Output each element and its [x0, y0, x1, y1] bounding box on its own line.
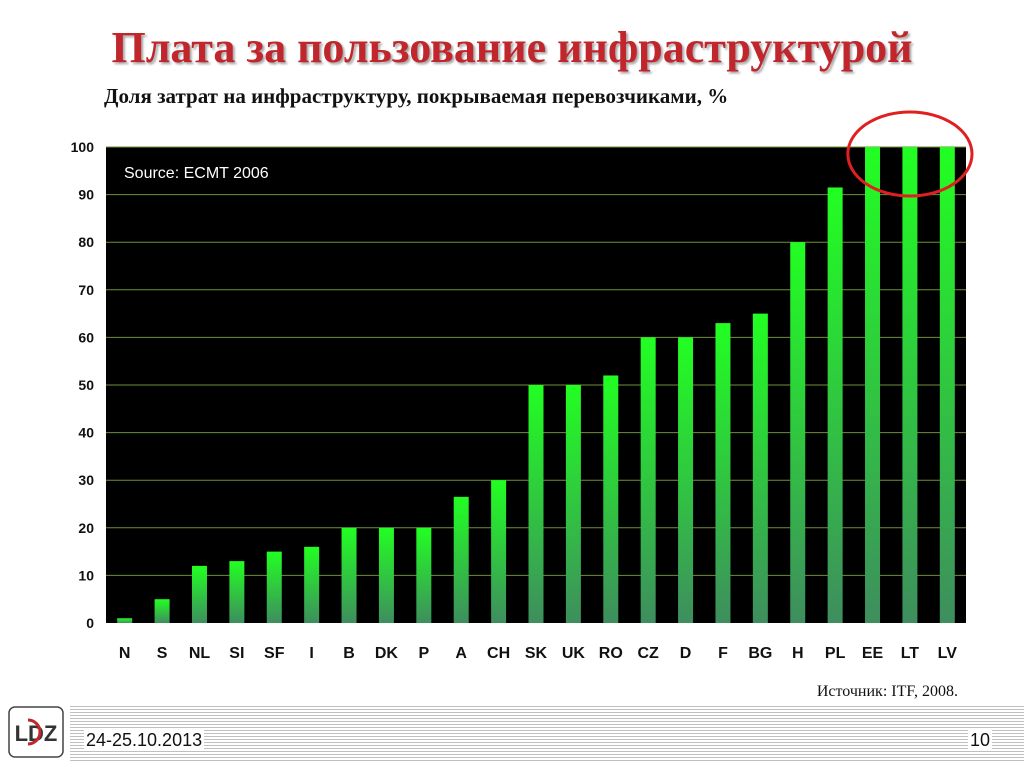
bar-ch	[491, 480, 507, 623]
bar-n	[117, 618, 133, 623]
x-tick-label: I	[309, 645, 313, 662]
x-tick-label: F	[718, 645, 728, 662]
bar-sk	[528, 385, 544, 623]
bar-uk	[565, 385, 581, 623]
y-tick-label: 100	[71, 139, 95, 155]
x-tick-label: B	[343, 645, 355, 662]
y-tick-labels: 0 10 20 30 40 50 60 70 80 90 100	[71, 139, 95, 631]
x-tick-label: D	[680, 645, 692, 662]
x-tick-label: PL	[825, 645, 846, 662]
x-tick-label: RO	[599, 645, 623, 662]
footer-decoration	[70, 706, 1024, 762]
chart-annotation: Source: ECMT 2006	[124, 165, 269, 182]
bar-chart: 0 10 20 30 40 50 60 70 80 90 100 N S NL SI SF I B DK P A CH S…	[71, 110, 974, 662]
slide-title: Плата за пользование инфраструктурой	[111, 23, 913, 72]
bar-p	[416, 527, 432, 623]
x-tick-label: LT	[901, 645, 920, 662]
x-tick-label: DK	[375, 645, 399, 662]
y-tick-label: 90	[78, 187, 94, 203]
footer-date: 24-25.10.2013	[84, 730, 205, 751]
bar-ee	[865, 147, 881, 623]
bar-si	[229, 561, 245, 623]
x-tick-label: EE	[862, 645, 884, 662]
x-tick-label: CH	[487, 645, 510, 662]
x-tick-label: H	[792, 645, 804, 662]
y-tick-label: 0	[86, 615, 94, 631]
x-tick-label: N	[119, 645, 131, 662]
y-tick-label: 20	[78, 520, 94, 536]
y-tick-label: 50	[78, 377, 94, 393]
highlight-circle	[846, 110, 974, 198]
x-tick-label: SK	[525, 645, 548, 662]
x-tick-labels: N S NL SI SF I B DK P A CH SK UK RO CZ D F BG H PL EE LT LV	[119, 645, 957, 662]
bar-d	[678, 337, 694, 623]
y-tick-label: 40	[78, 425, 94, 441]
y-tick-label: 80	[78, 234, 94, 250]
y-tick-label: 30	[78, 472, 94, 488]
x-tick-label: LV	[938, 645, 958, 662]
x-tick-label: SF	[264, 645, 285, 662]
x-tick-label: NL	[189, 645, 211, 662]
source-note: Источник: ITF, 2008.	[816, 683, 958, 700]
bar-dk	[378, 527, 394, 623]
bar-cz	[640, 337, 656, 623]
y-tick-label: 70	[78, 282, 94, 298]
bar-b	[341, 527, 357, 623]
bar-sf	[266, 551, 282, 623]
bar-ro	[603, 375, 619, 623]
y-tick-label: 10	[78, 567, 94, 583]
bar-a	[453, 496, 469, 623]
bars	[117, 147, 955, 623]
bar-pl	[827, 187, 843, 623]
x-tick-label: P	[418, 645, 429, 662]
bar-h	[790, 242, 806, 623]
x-tick-label: BG	[748, 645, 772, 662]
x-tick-label: A	[455, 645, 467, 662]
x-tick-label: SI	[229, 645, 244, 662]
bar-lt	[902, 147, 918, 623]
bar-i	[304, 546, 320, 623]
bar-nl	[191, 565, 207, 623]
bar-lv	[939, 147, 955, 623]
ldz-logo: LDZ	[8, 706, 64, 758]
x-tick-label: CZ	[638, 645, 660, 662]
bar-bg	[752, 313, 768, 623]
page-number: 10	[967, 730, 992, 751]
bar-s	[154, 599, 170, 623]
chart-subtitle: Доля затрат на инфраструктуру, покрываем…	[104, 84, 729, 108]
x-tick-label: UK	[562, 645, 586, 662]
x-tick-label: S	[157, 645, 168, 662]
y-tick-label: 60	[78, 329, 94, 345]
bar-f	[715, 323, 731, 623]
